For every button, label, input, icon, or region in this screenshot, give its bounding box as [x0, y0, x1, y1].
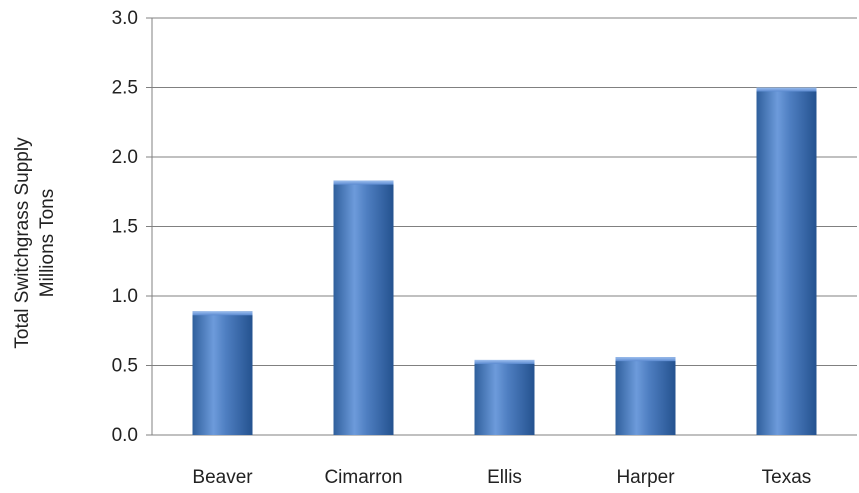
category-label: Texas	[762, 467, 812, 488]
bar	[756, 87, 817, 435]
bar-top-highlight	[192, 311, 253, 316]
bar	[474, 359, 535, 435]
y-axis-title: Total Switchgrass Supply Millions Tons	[12, 137, 58, 349]
category-label: Cimarron	[324, 467, 402, 488]
y-tick-label: 0.5	[112, 356, 138, 377]
y-tick-label: 1.5	[112, 217, 138, 238]
y-tick-label: 1.0	[112, 286, 138, 307]
gridlines	[152, 17, 857, 366]
bar-cimarron	[333, 180, 394, 435]
bars	[192, 87, 817, 435]
bar-top-highlight	[615, 357, 676, 362]
bar	[333, 180, 394, 435]
y-tick-labels: 0.0 0.5 1.0 1.5 2.0 2.5 3.0	[112, 8, 138, 446]
y-tick-label: 2.0	[112, 147, 138, 168]
y-tick-label: 3.0	[112, 8, 138, 29]
y-tick-label: 2.5	[112, 78, 138, 99]
bar-top-highlight	[756, 87, 817, 92]
y-axis-title-line1: Total Switchgrass Supply	[12, 137, 33, 349]
bar-top-highlight	[474, 359, 535, 364]
bar-texas	[756, 87, 817, 435]
bar-beaver	[192, 311, 253, 435]
category-label: Harper	[616, 467, 675, 488]
y-axis-title-line2: Millions Tons	[37, 189, 58, 297]
bar	[615, 357, 676, 435]
bar	[192, 311, 253, 435]
bar-top-highlight	[333, 180, 394, 185]
category-labels: Beaver Cimarron Ellis Harper Texas	[192, 467, 811, 488]
y-tick-label: 0.0	[112, 425, 138, 446]
bar-harper	[615, 357, 676, 435]
bar-ellis	[474, 359, 535, 435]
category-label: Ellis	[487, 467, 522, 488]
category-label: Beaver	[192, 467, 253, 488]
